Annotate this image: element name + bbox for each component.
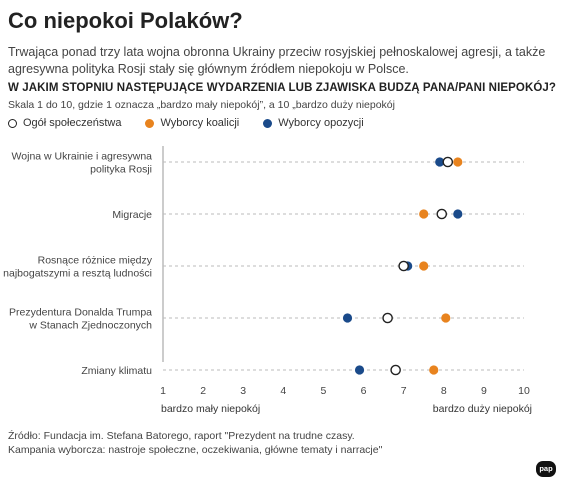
x-tick-label: 3: [240, 385, 246, 397]
legend-label: Wyborcy koalicji: [160, 117, 240, 129]
legend-label: Wyborcy opozycji: [278, 117, 364, 129]
x-tick-label: 1: [160, 385, 166, 397]
source-note: Źródło: Fundacja im. Stefana Batorego, r…: [8, 429, 382, 457]
x-tick-label: 10: [518, 385, 530, 397]
chart-legend: Ogół społeczeństwa Wyborcy koalicji Wybo…: [8, 117, 388, 129]
legend-hollow-dot-icon: [8, 118, 17, 128]
legend-item-opposition: Wyborcy opozycji: [263, 117, 364, 129]
dot-plot-chart: Wojna w Ukrainie i agresywna polityka Ros…: [3, 146, 532, 415]
x-low-label: bardzo mały niepokój: [161, 403, 260, 415]
category-label: Zmiany klimatu: [81, 365, 152, 377]
scale-note: Skala 1 do 10, gdzie 1 oznacza „bardzo m…: [8, 99, 395, 111]
lead-text: Trwająca ponad trzy lata wojna obronna U…: [8, 45, 546, 76]
page-title: Co niepokoi Polaków?: [8, 8, 243, 33]
x-tick-label: 2: [200, 385, 206, 397]
data-point: [453, 209, 463, 219]
chart-question: W JAKIM STOPNIU NASTĘPUJĄCE WYDARZENIA L…: [8, 82, 557, 94]
data-point: [382, 312, 393, 324]
category-label: Migracje: [112, 209, 152, 221]
source-line: Źródło: Fundacja im. Stefana Batorego, r…: [8, 430, 355, 442]
data-point: [390, 364, 401, 376]
data-point: [441, 313, 451, 323]
data-point: [419, 261, 429, 271]
legend-item-all: Ogół społeczeństwa: [8, 117, 121, 129]
x-tick-label: 5: [321, 385, 327, 397]
data-point: [398, 260, 409, 272]
source-line: Kampania wyborcza: nastroje społeczne, o…: [8, 444, 383, 456]
category-label: Rosnące różnice między najbogatszymi a re…: [3, 255, 153, 280]
x-tick-label: 9: [481, 385, 487, 397]
pap-logo: pap: [536, 461, 556, 477]
data-point: [453, 157, 463, 167]
x-tick-label: 4: [280, 385, 286, 397]
data-point: [354, 365, 365, 375]
data-point: [435, 157, 445, 167]
x-tick-label: 8: [441, 385, 447, 397]
data-point: [436, 208, 448, 220]
x-tick-label: 6: [361, 385, 367, 397]
data-point: [342, 313, 353, 323]
x-tick-label: 7: [401, 385, 407, 397]
category-label: Prezydentura Donalda Trumpa w Stanach Zje…: [9, 307, 152, 332]
legend-orange-dot-icon: [145, 118, 155, 128]
category-label: Wojna w Ukrainie i agresywna polityka Ros…: [12, 151, 153, 176]
legend-label: Ogół społeczeństwa: [23, 117, 122, 129]
legend-blue-dot-icon: [263, 118, 273, 128]
data-point: [442, 156, 454, 168]
data-point: [419, 209, 429, 219]
x-high-label: bardzo duży niepokój: [433, 403, 532, 415]
data-point: [429, 365, 439, 375]
legend-item-coalition: Wyborcy koalicji: [145, 117, 239, 129]
